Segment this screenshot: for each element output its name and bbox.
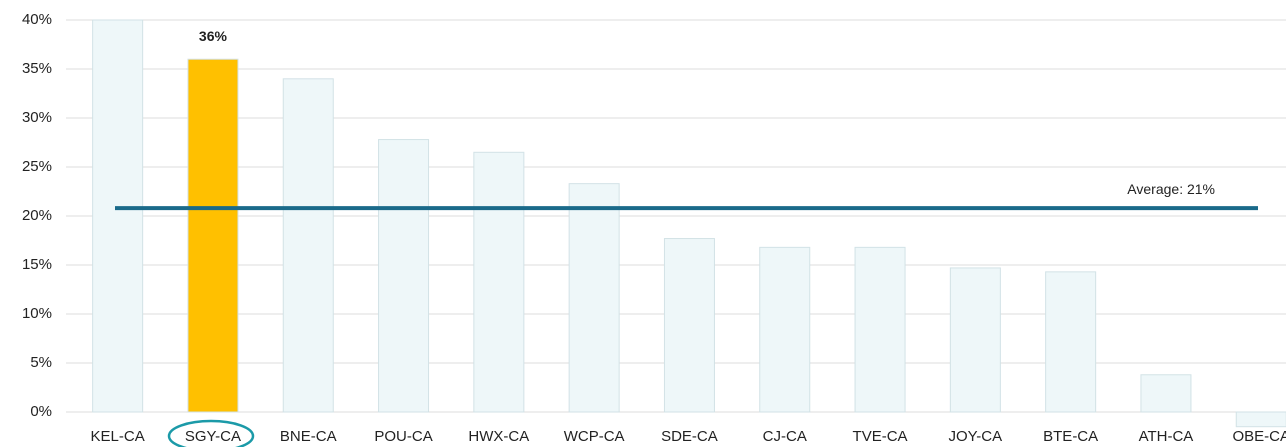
y-tick-label: 5% xyxy=(30,354,52,371)
x-tick-label: WCP-CA xyxy=(564,428,625,445)
highlight-circle xyxy=(167,419,255,447)
x-tick-label: SGY-CA xyxy=(185,428,241,445)
y-tick-label: 30% xyxy=(22,109,52,126)
y-tick-label: 40% xyxy=(22,11,52,28)
bar xyxy=(473,151,525,413)
bar xyxy=(378,139,430,413)
x-tick-label: OBE-CA xyxy=(1232,428,1286,445)
bar xyxy=(282,78,334,413)
x-tick-label: POU-CA xyxy=(374,428,432,445)
bar xyxy=(854,246,906,413)
y-tick-label: 15% xyxy=(22,256,52,273)
data-label: 36% xyxy=(199,28,228,44)
bar xyxy=(568,183,620,413)
bar xyxy=(759,246,811,413)
bar xyxy=(1140,374,1192,413)
bar xyxy=(187,58,239,413)
x-tick-label: SDE-CA xyxy=(661,428,718,445)
x-tick-label: BTE-CA xyxy=(1043,428,1098,445)
bar xyxy=(1045,271,1097,413)
x-tick-label: HWX-CA xyxy=(468,428,529,445)
bar xyxy=(949,267,1001,413)
x-tick-label: TVE-CA xyxy=(853,428,908,445)
x-tick-label: CJ-CA xyxy=(763,428,807,445)
y-tick-label: 20% xyxy=(22,207,52,224)
average-label: Average: 21% xyxy=(1127,181,1215,197)
bar xyxy=(663,238,715,413)
bar xyxy=(1235,411,1286,428)
bar xyxy=(92,19,144,413)
y-tick-label: 35% xyxy=(22,60,52,77)
y-tick-label: 0% xyxy=(30,403,52,420)
x-tick-label: JOY-CA xyxy=(949,428,1003,445)
y-tick-label: 10% xyxy=(22,305,52,322)
y-tick-label: 25% xyxy=(22,158,52,175)
x-tick-label: ATH-CA xyxy=(1139,428,1194,445)
x-tick-label: KEL-CA xyxy=(91,428,145,445)
x-tick-label: BNE-CA xyxy=(280,428,337,445)
